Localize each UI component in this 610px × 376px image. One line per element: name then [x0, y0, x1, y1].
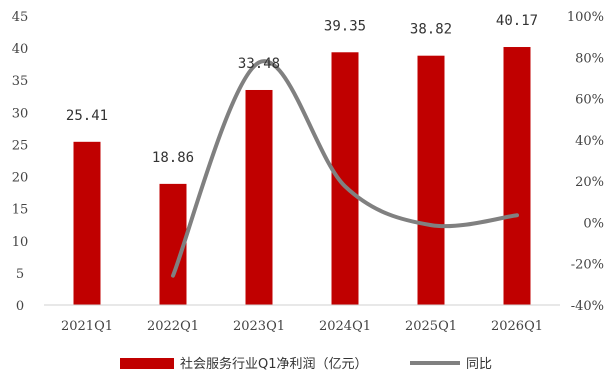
- bar: [245, 89, 273, 305]
- y2-tick-label: 0%: [583, 216, 604, 231]
- data-label: 39.35: [324, 18, 366, 34]
- data-label: 33.48: [238, 56, 280, 72]
- y-tick-label: 0: [16, 299, 24, 314]
- y-tick-label: 20: [12, 171, 29, 186]
- data-labels: 25.41 18.86 33.48 39.35 38.82 40.17: [66, 13, 538, 166]
- y2-tick-label: 60%: [575, 93, 604, 108]
- y-tick-label: 40: [12, 42, 29, 57]
- data-label: 38.82: [410, 22, 452, 38]
- y-tick-label: 35: [12, 74, 29, 89]
- x-axis: 2021Q1 2022Q1 2023Q1 2024Q1 2025Q1 2026Q1: [61, 319, 543, 334]
- x-tick-label: 2024Q1: [319, 319, 371, 334]
- yoy-line: [171, 59, 519, 278]
- y-tick-label: 10: [12, 235, 29, 250]
- x-tick-label: 2025Q1: [405, 319, 457, 334]
- legend-line-label: 同比: [466, 357, 492, 372]
- data-label: 25.41: [66, 108, 108, 124]
- y-tick-label: 25: [12, 138, 29, 153]
- legend: 社会服务行业Q1净利润（亿元） 同比: [120, 356, 492, 372]
- y2-tick-label: 40%: [575, 134, 604, 149]
- bar-series: [73, 47, 531, 306]
- y2-tick-label: 20%: [575, 175, 604, 190]
- y2-tick-label: 100%: [567, 10, 604, 25]
- data-label: 18.86: [152, 150, 194, 166]
- y2-tick-label: 80%: [575, 51, 604, 66]
- left-axis: 0 5 10 15 20 25 30 35 40 45: [12, 10, 29, 314]
- y-tick-label: 15: [12, 203, 29, 218]
- y2-tick-label: -20%: [571, 258, 604, 273]
- bar: [417, 55, 445, 306]
- y-tick-label: 45: [12, 10, 29, 25]
- bar: [73, 141, 101, 305]
- x-tick-label: 2022Q1: [147, 319, 199, 334]
- right-axis: -40% -20% 0% 20% 40% 60% 80% 100%: [567, 10, 604, 314]
- legend-bar-label: 社会服务行业Q1净利润（亿元）: [180, 356, 368, 372]
- x-tick-label: 2023Q1: [233, 319, 285, 334]
- y-tick-label: 5: [16, 267, 24, 282]
- y-tick-label: 30: [12, 106, 29, 121]
- bar: [331, 52, 359, 306]
- data-label: 40.17: [496, 13, 538, 29]
- x-tick-label: 2021Q1: [61, 319, 113, 334]
- x-tick-label: 2026Q1: [491, 319, 543, 334]
- legend-bar-swatch: [120, 358, 174, 369]
- bar: [503, 47, 531, 305]
- y2-tick-label: -40%: [571, 299, 604, 314]
